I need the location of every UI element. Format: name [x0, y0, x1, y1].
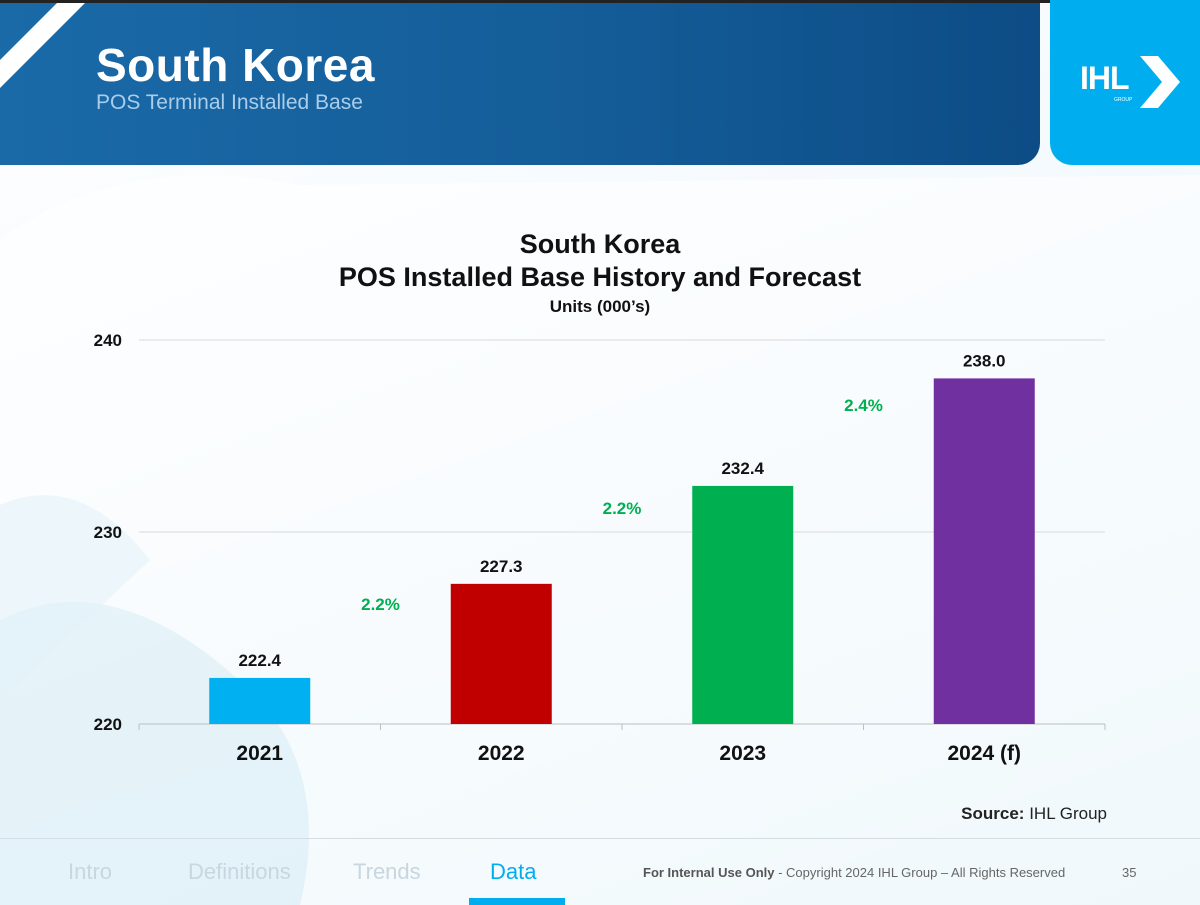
data-label: 238.0: [963, 351, 1006, 370]
chevron-right-icon: [1140, 56, 1180, 108]
page-number: 35: [1122, 865, 1137, 880]
x-tick-label: 2021: [236, 742, 283, 765]
source-note: Source: IHL Group: [961, 804, 1107, 824]
nav-data[interactable]: Data: [490, 859, 537, 884]
header-band: South Korea POS Terminal Installed Base: [0, 0, 1040, 165]
x-tick-label: 2024 (f): [947, 742, 1021, 765]
header-diagonal-accent: [0, 0, 88, 88]
copyright-text: - Copyright 2024 IHL Group – All Rights …: [774, 865, 1066, 880]
data-label: 227.3: [480, 557, 523, 576]
bar: [933, 378, 1035, 724]
source-value: IHL Group: [1029, 804, 1107, 823]
nav-active-indicator: [469, 898, 565, 905]
growth-label: 2.2%: [361, 595, 400, 614]
x-tick-label: 2022: [478, 742, 525, 765]
nav-trends[interactable]: Trends: [353, 859, 421, 884]
page-title: South Korea: [96, 39, 375, 91]
ihl-logo: IHL GROUP: [1050, 0, 1200, 165]
copyright-notice: For Internal Use Only - Copyright 2024 I…: [643, 865, 1065, 880]
nav-definitions[interactable]: Definitions: [188, 859, 291, 884]
copyright-bold: For Internal Use Only: [643, 865, 775, 880]
data-label: 222.4: [238, 651, 281, 670]
bar: [209, 677, 311, 724]
logo-subtext: GROUP: [1114, 97, 1133, 103]
y-tick-label: 240: [94, 331, 122, 350]
bar: [450, 583, 552, 724]
page-subtitle: POS Terminal Installed Base: [96, 91, 363, 114]
top-stripe: [0, 0, 1200, 3]
source-label: Source:: [961, 804, 1025, 823]
chart-title-line2: POS Installed Base History and Forecast: [338, 262, 862, 292]
chart-title-line1: South Korea: [519, 229, 681, 259]
nav-intro[interactable]: Intro: [68, 859, 113, 884]
footer-divider: [0, 838, 1200, 839]
bar: [692, 485, 794, 724]
growth-label: 2.2%: [603, 499, 642, 518]
data-label: 232.4: [721, 459, 764, 478]
chart-subtitle: Units (000’s): [549, 297, 651, 316]
y-tick-label: 230: [94, 523, 122, 542]
y-tick-label: 220: [94, 715, 122, 734]
growth-label: 2.4%: [844, 396, 883, 415]
logo-text: IHL: [1080, 60, 1130, 96]
x-tick-label: 2023: [719, 742, 766, 765]
